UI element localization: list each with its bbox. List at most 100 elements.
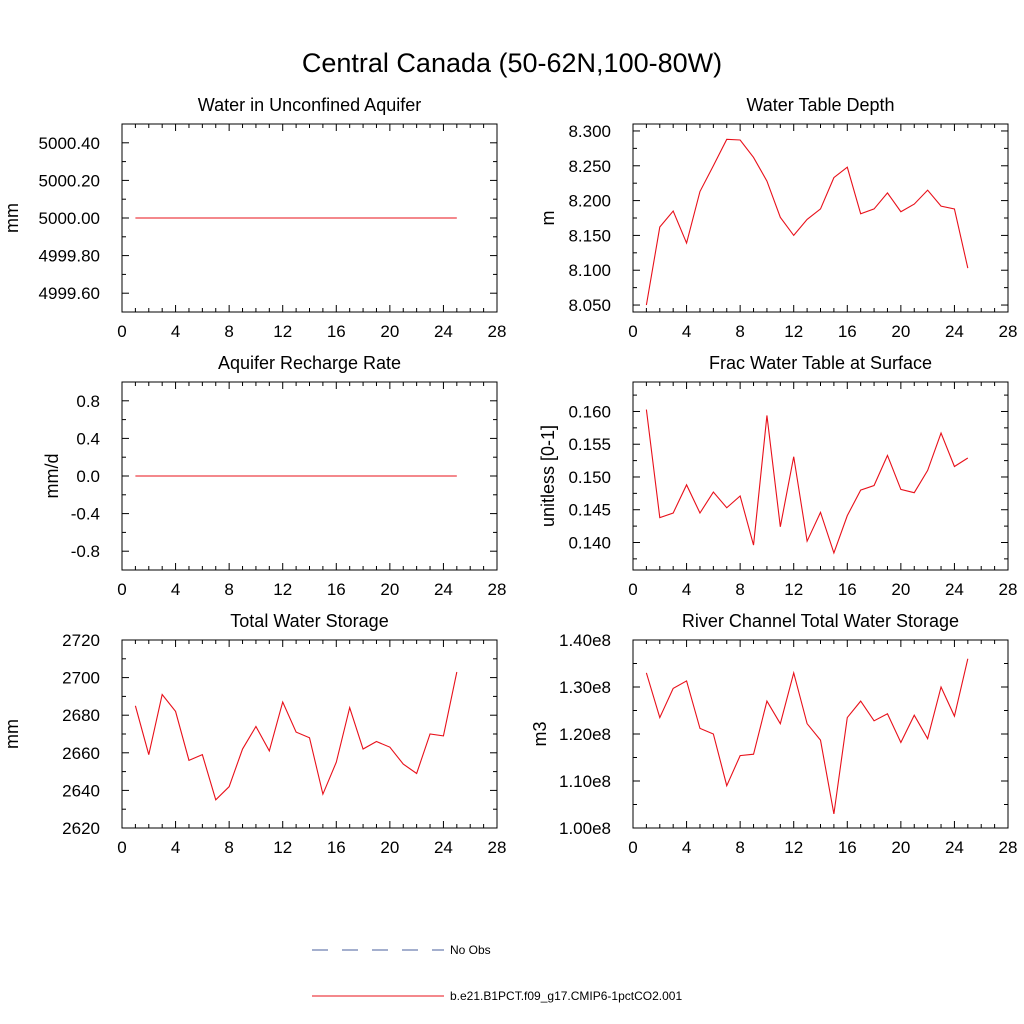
x-tick-label: 24: [945, 838, 964, 857]
x-tick-label: 16: [327, 580, 346, 599]
x-tick-label: 4: [682, 838, 691, 857]
x-tick-label: 8: [224, 838, 233, 857]
x-tick-label: 8: [224, 580, 233, 599]
y-tick-label: 2700: [62, 669, 100, 688]
x-tick-label: 12: [273, 322, 292, 341]
y-tick-label: 5000.20: [39, 171, 100, 190]
y-tick-label: 8.250: [568, 157, 611, 176]
panel-title: Water Table Depth: [746, 95, 894, 115]
x-tick-label: 0: [628, 580, 637, 599]
y-axis-label: m: [538, 211, 558, 226]
x-tick-label: 24: [434, 322, 453, 341]
x-tick-label: 28: [999, 322, 1018, 341]
y-tick-label: 8.200: [568, 192, 611, 211]
y-tick-label: 0.8: [76, 392, 100, 411]
y-tick-label: 0.0: [76, 467, 100, 486]
x-tick-label: 8: [735, 322, 744, 341]
y-tick-label: 0.160: [568, 402, 611, 421]
chart-panel-6: River Channel Total Water Storage 0 4 8 12 16…: [530, 611, 1017, 857]
x-tick-label: 12: [273, 838, 292, 857]
y-tick-label: 2660: [62, 744, 100, 763]
y-tick-label: 1.40e8: [559, 631, 611, 650]
x-tick-label: 8: [224, 322, 233, 341]
y-tick-label: 1.20e8: [559, 725, 611, 744]
plot-frame: [121, 639, 498, 829]
plot-frame: [632, 123, 1009, 313]
x-tick-label: 12: [273, 580, 292, 599]
x-tick-label: 20: [380, 580, 399, 599]
y-tick-label: 0.140: [568, 533, 611, 552]
x-tick-label: 0: [117, 580, 126, 599]
y-tick-label: 8.150: [568, 226, 611, 245]
y-axis-label: mm: [2, 719, 22, 749]
y-tick-label: 2640: [62, 781, 100, 800]
x-tick-label: 24: [945, 322, 964, 341]
x-tick-label: 4: [171, 322, 180, 341]
x-tick-label: 4: [171, 838, 180, 857]
legend-label-2: b.e21.B1PCT.f09_g17.CMIP6-1pctCO2.001: [450, 989, 682, 1003]
y-axis-label: m3: [530, 721, 550, 746]
x-tick-label: 20: [380, 838, 399, 857]
panel-title: Water in Unconfined Aquifer: [198, 95, 421, 115]
y-tick-label: 1.00e8: [559, 819, 611, 838]
x-tick-label: 28: [999, 580, 1018, 599]
x-tick-label: 12: [784, 580, 803, 599]
x-tick-label: 16: [327, 838, 346, 857]
x-tick-label: 12: [784, 322, 803, 341]
y-tick-label: 5000.00: [39, 209, 100, 228]
y-tick-label: -0.8: [71, 542, 100, 561]
y-tick-label: 2680: [62, 706, 100, 725]
x-tick-label: 28: [488, 322, 507, 341]
x-tick-label: 20: [891, 580, 910, 599]
x-tick-label: 4: [682, 322, 691, 341]
x-tick-label: 8: [735, 838, 744, 857]
y-tick-label: 1.30e8: [559, 678, 611, 697]
x-tick-label: 8: [735, 580, 744, 599]
x-tick-label: 12: [784, 838, 803, 857]
chart-panel-3: Aquifer Recharge Rate 0 4 8 12 16 20 24 28 -0.8 -0…: [42, 353, 506, 599]
plot-frame: [632, 639, 1009, 829]
x-tick-label: 28: [999, 838, 1018, 857]
x-tick-label: 0: [628, 838, 637, 857]
panel-title: Frac Water Table at Surface: [709, 353, 932, 373]
y-tick-label: 0.4: [76, 429, 100, 448]
series-line: [645, 658, 969, 814]
series-line: [645, 409, 969, 555]
x-tick-label: 20: [891, 322, 910, 341]
chart-panel-4: Frac Water Table at Surface 0 4 8 12 16 20 24 28…: [538, 353, 1017, 599]
y-tick-label: 2620: [62, 819, 100, 838]
x-tick-label: 28: [488, 580, 507, 599]
x-tick-label: 0: [628, 322, 637, 341]
y-axis-label: unitless [0-1]: [538, 425, 558, 527]
x-tick-label: 20: [380, 322, 399, 341]
x-tick-label: 16: [838, 838, 857, 857]
x-tick-label: 24: [434, 838, 453, 857]
plot-frame: [632, 381, 1009, 571]
y-tick-label: 4999.60: [39, 284, 100, 303]
panel-title: Aquifer Recharge Rate: [218, 353, 401, 373]
y-axis-label: mm/d: [42, 454, 62, 499]
figure-title: Central Canada (50-62N,100-80W): [301, 48, 723, 78]
chart-panel-1: Water in Unconfined Aquifer 0 4 8 12 16 20 24 28…: [2, 95, 506, 341]
panel-title: River Channel Total Water Storage: [682, 611, 959, 631]
y-tick-label: 8.100: [568, 261, 611, 280]
y-tick-label: 0.150: [568, 468, 611, 487]
x-tick-label: 4: [682, 580, 691, 599]
y-axis-label: mm: [2, 203, 22, 233]
y-tick-label: 5000.40: [39, 134, 100, 153]
x-tick-label: 16: [838, 580, 857, 599]
chart-panel-5: Total Water Storage 0 4 8 12 16 20 24 28 2620 2640…: [2, 611, 506, 857]
y-tick-label: 0.145: [568, 501, 611, 520]
x-tick-label: 28: [488, 838, 507, 857]
x-tick-label: 24: [434, 580, 453, 599]
y-tick-label: 1.10e8: [559, 772, 611, 791]
series-line: [134, 671, 458, 801]
x-tick-label: 4: [171, 580, 180, 599]
y-tick-label: -0.4: [71, 505, 100, 524]
series-line: [645, 138, 969, 306]
y-tick-label: 8.050: [568, 296, 611, 315]
x-tick-label: 20: [891, 838, 910, 857]
x-tick-label: 16: [327, 322, 346, 341]
y-tick-label: 0.155: [568, 435, 611, 454]
